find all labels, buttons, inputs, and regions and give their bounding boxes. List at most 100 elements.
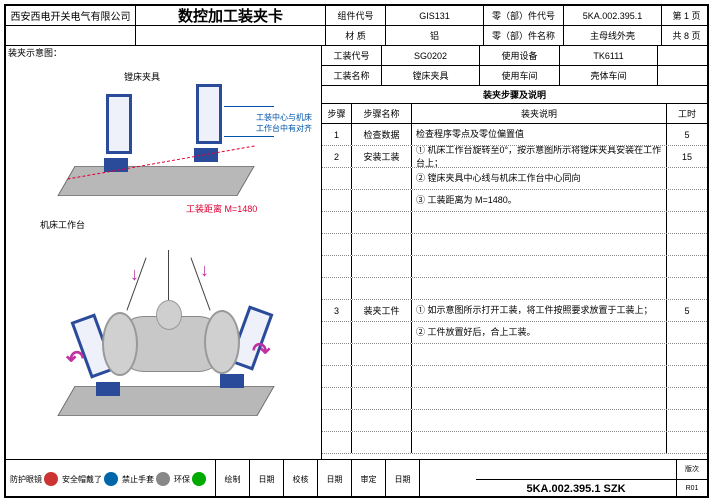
step-time: 5 (667, 300, 707, 321)
step-time: 15 (667, 146, 707, 167)
step-num (322, 190, 352, 211)
footer-col: 日期 (386, 460, 420, 498)
steps-section-title: 装夹步骤及说明 (322, 86, 707, 104)
step-desc: ② 镗床夹具中心线与机床工作台中心同向 (412, 168, 667, 189)
label-distance: 工装距离 M=1480 (186, 202, 257, 215)
step-desc: ③ 工装距离为 M=1480。 (412, 190, 667, 211)
step-row (322, 278, 707, 300)
value-material: 铝 (386, 26, 484, 45)
col-step-name: 步骤名称 (352, 104, 412, 123)
badge-icon (104, 472, 118, 486)
footer-code-box: 5KA.002.395.1 SZK (476, 460, 677, 498)
step-name (352, 190, 412, 211)
value-part-name: 主母线外壳 (564, 26, 662, 45)
step-desc (412, 234, 667, 255)
step-time (667, 410, 707, 431)
step-row: ③ 工装距离为 M=1480。 (322, 190, 707, 212)
step-name (352, 344, 412, 365)
flange-top (156, 300, 182, 330)
step-row (322, 410, 707, 432)
page-total: 共 8 页 (662, 26, 711, 45)
step-desc (412, 212, 667, 233)
step-num (322, 344, 352, 365)
step-num: 3 (322, 300, 352, 321)
footer-col: 日期 (318, 460, 352, 498)
step-name (352, 366, 412, 387)
safety-badge: 安全帽戴了 (62, 472, 118, 486)
label-workshop: 使用车间 (480, 66, 560, 85)
badge-label: 防护眼镜 (10, 474, 42, 485)
value-workshop: 壳体车间 (560, 66, 658, 85)
leader-2 (224, 136, 274, 137)
step-num (322, 388, 352, 409)
step-desc: ② 工件放置好后，合上工装。 (412, 322, 667, 343)
company-blank (6, 26, 136, 45)
platform-1 (57, 166, 254, 196)
base-right-2 (220, 374, 244, 388)
step-name (352, 432, 412, 453)
footer-code-blank (476, 460, 676, 480)
diagram-pane: 装夹示意图： 镗床夹具 工装中心与机床工作台中有对齐 机床工作台 工装距离 M=… (6, 46, 322, 459)
step-desc: ① 如示意图所示打开工装，将工件按照要求放置于工装上； (412, 300, 667, 321)
step-name: 检查数据 (352, 124, 412, 145)
step-num (322, 212, 352, 233)
label-assembly-code: 组件代号 (326, 6, 386, 25)
step-time (667, 168, 707, 189)
base-left-2 (96, 382, 120, 396)
step-desc: ① 机床工作台旋转至0°，按示意图所示将镗床夹具安装在工作台上； (412, 146, 667, 167)
safety-badge: 防护眼镜 (10, 472, 58, 486)
col-step-time: 工时 (667, 104, 707, 123)
step-num (322, 410, 352, 431)
label-centerline: 工装中心与机床工作台中有对齐 (256, 112, 316, 134)
step-row: ② 镗床夹具中心线与机床工作台中心同向 (322, 168, 707, 190)
hoist-line-1 (168, 250, 169, 300)
label-gx-name: 工装名称 (322, 66, 382, 85)
step-name (352, 256, 412, 277)
steps-head: 步骤 步骤名称 装夹说明 工时 (322, 104, 707, 124)
step-row: ② 工件放置好后，合上工装。 (322, 322, 707, 344)
step-row: 2安装工装① 机床工作台旋转至0°，按示意图所示将镗床夹具安装在工作台上；15 (322, 146, 707, 168)
value-gx-code: SG0202 (382, 46, 480, 65)
step-row (322, 234, 707, 256)
step-row (322, 388, 707, 410)
step-row: 1检查数据检查程序零点及零位偏置值5 (322, 124, 707, 146)
footer-badges: 防护眼镜安全帽戴了禁止手套环保 (6, 460, 216, 498)
gx-row-1: 工装代号 SG0202 使用设备 TK6111 (322, 46, 707, 66)
step-time: 5 (667, 124, 707, 145)
step-desc: 检查程序零点及零位偏置值 (412, 124, 667, 145)
footer-col: 绘制 (216, 460, 250, 498)
label-part-code: 零（部）件代号 (484, 6, 564, 25)
step-num (322, 432, 352, 453)
step-name (352, 388, 412, 409)
step-row (322, 256, 707, 278)
safety-badge: 环保 (174, 472, 206, 486)
col-step-desc: 装夹说明 (412, 104, 667, 123)
step-name (352, 278, 412, 299)
diagram-2: ↶ ↷ ↓ ↓ (36, 246, 296, 446)
step-name (352, 410, 412, 431)
doc-title: 数控加工装夹卡 (136, 6, 326, 25)
step-num (322, 168, 352, 189)
col-step-num: 步骤 (322, 104, 352, 123)
step-num (322, 366, 352, 387)
label-material: 材 质 (326, 26, 386, 45)
step-time (667, 212, 707, 233)
step-name (352, 212, 412, 233)
step-name (352, 168, 412, 189)
step-time (667, 432, 707, 453)
step-row: 3装夹工件① 如示意图所示打开工装，将工件按照要求放置于工装上；5 (322, 300, 707, 322)
step-num: 1 (322, 124, 352, 145)
company-name: 西安西电开关电气有限公司 (6, 6, 136, 25)
step-desc (412, 366, 667, 387)
gx-row-2: 工装名称 镗床夹具 使用车间 壳体车间 (322, 66, 707, 86)
label-equipment: 使用设备 (480, 46, 560, 65)
badge-icon (44, 472, 58, 486)
step-name: 装夹工件 (352, 300, 412, 321)
step-name: 安装工装 (352, 146, 412, 167)
footer-col: 审定 (352, 460, 386, 498)
right-pane: 工装代号 SG0202 使用设备 TK6111 工装名称 镗床夹具 使用车间 壳… (322, 46, 707, 459)
footer-col: 校核 (284, 460, 318, 498)
step-num (322, 278, 352, 299)
arrow-left: ↶ (66, 346, 84, 372)
step-time (667, 322, 707, 343)
